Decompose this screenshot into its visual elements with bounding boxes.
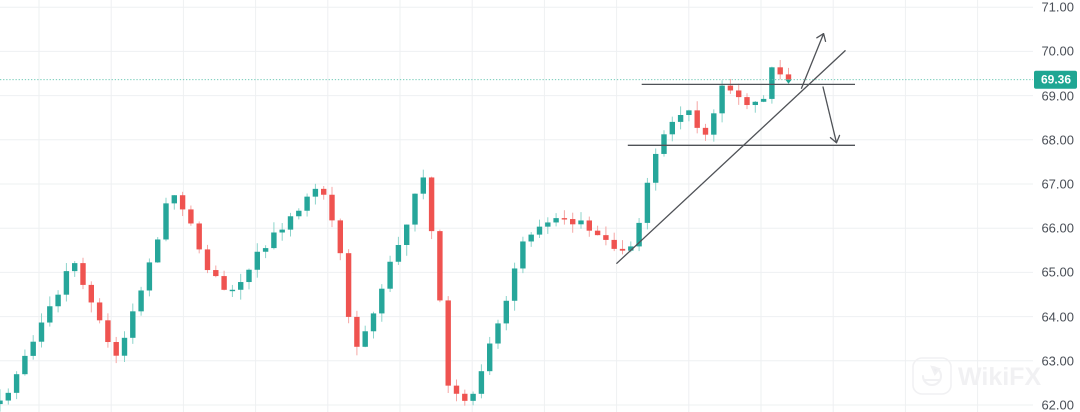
svg-text:WikiFX: WikiFX [958, 363, 1041, 391]
